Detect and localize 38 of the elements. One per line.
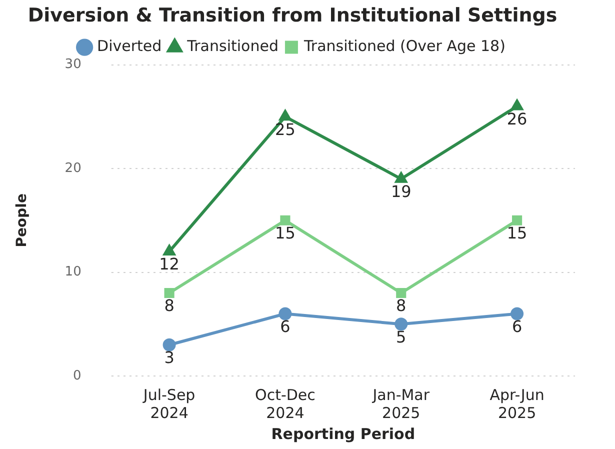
y-tick-label: 30 <box>64 57 82 72</box>
point <box>396 288 406 298</box>
point <box>511 100 523 110</box>
y-tick-label: 20 <box>64 160 82 176</box>
point <box>278 307 292 320</box>
y-axis-title: People <box>14 194 30 248</box>
data-label: 6 <box>512 316 522 336</box>
data-label: 25 <box>275 120 296 139</box>
point <box>164 288 174 298</box>
point <box>162 338 176 352</box>
data-label: 12 <box>159 254 180 274</box>
point <box>394 318 408 331</box>
chart-title: Diversion & Transition from Institutional Settings <box>28 4 558 26</box>
x-axis-title: Reporting Period <box>271 424 416 443</box>
data-label: 15 <box>506 224 528 243</box>
x-tick-label: Apr-Jun 2025 <box>490 386 544 422</box>
x-tick-label: Jul-Sep 2024 <box>142 386 196 422</box>
x-tick-label: Oct-Dec 2024 <box>255 386 316 422</box>
legend-label: Transitioned <box>186 37 278 56</box>
data-label: 6 <box>280 316 290 336</box>
data-label: 26 <box>506 109 528 128</box>
x-tick-label: Jan-Mar 2025 <box>372 386 430 422</box>
point <box>510 307 524 320</box>
point <box>163 245 176 256</box>
data-label: 15 <box>275 224 296 243</box>
point <box>280 215 290 226</box>
data-label: 8 <box>396 296 406 316</box>
point <box>512 215 522 226</box>
data-label: 8 <box>164 296 174 316</box>
point <box>279 110 292 121</box>
legend-label: Transitioned (Over Age 18) <box>302 37 506 56</box>
legend-label: Diverted <box>97 37 162 56</box>
y-tick-label: 0 <box>73 368 82 384</box>
y-tick-label: 10 <box>64 264 82 280</box>
data-label: 19 <box>390 182 412 202</box>
point <box>395 172 407 183</box>
data-label: 3 <box>164 348 174 368</box>
data-label: 5 <box>396 327 406 346</box>
